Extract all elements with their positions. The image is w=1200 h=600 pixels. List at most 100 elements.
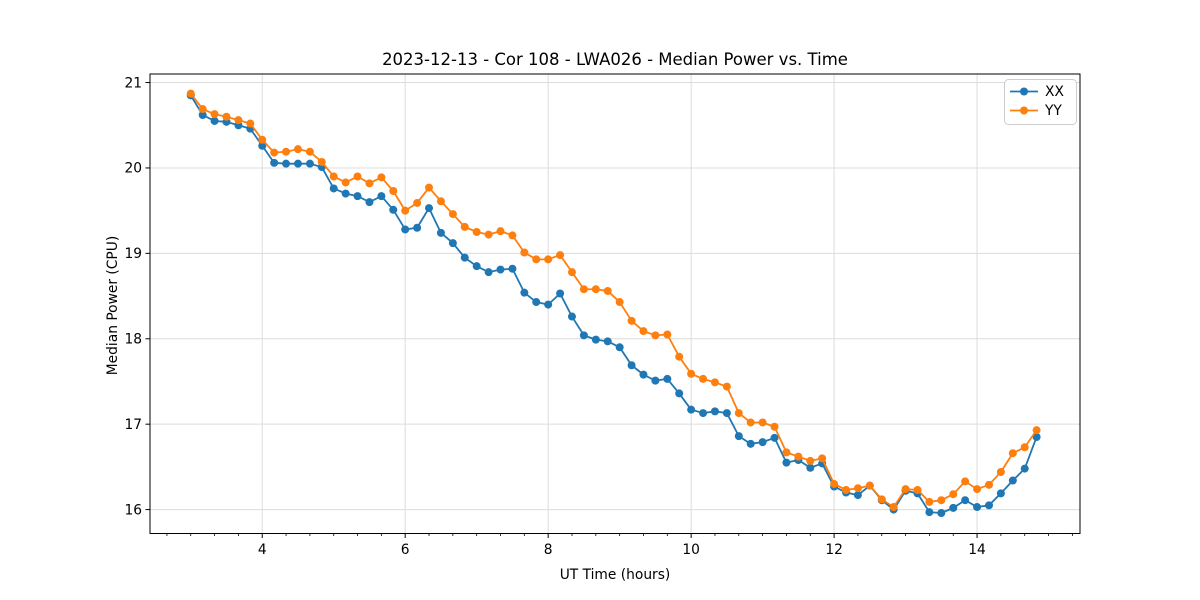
data-point-xx <box>329 184 338 193</box>
data-point-xx <box>1008 476 1017 485</box>
x-tick-label: 6 <box>401 542 410 558</box>
data-point-xx <box>365 198 374 207</box>
data-point-yy <box>270 148 279 157</box>
data-point-yy <box>675 352 684 361</box>
data-point-yy <box>353 172 362 181</box>
data-point-yy <box>448 210 457 219</box>
data-point-yy <box>853 484 862 493</box>
data-point-xx <box>425 204 433 213</box>
data-point-yy <box>1008 449 1017 458</box>
data-point-yy <box>782 448 791 457</box>
data-point-xx <box>270 158 279 167</box>
data-point-xx <box>782 458 791 467</box>
data-point-xx <box>401 225 410 234</box>
data-point-yy <box>460 222 469 231</box>
data-point-xx <box>496 265 505 274</box>
data-point-yy <box>436 197 445 206</box>
data-point-xx <box>544 300 553 309</box>
data-point-xx <box>389 205 398 214</box>
data-point-xx <box>603 337 612 346</box>
data-point-xx <box>484 268 493 277</box>
data-point-yy <box>198 105 207 114</box>
data-point-yy <box>913 485 922 494</box>
data-point-yy <box>639 327 648 336</box>
data-point-yy <box>401 206 410 215</box>
data-point-xx <box>460 253 469 262</box>
data-point-xx <box>770 433 779 442</box>
data-point-xx <box>949 503 958 512</box>
data-point-xx <box>651 376 660 385</box>
data-point-yy <box>222 112 231 121</box>
data-point-yy <box>210 110 219 119</box>
data-point-yy <box>830 479 839 488</box>
data-point-yy <box>246 119 255 128</box>
data-point-xx <box>353 192 362 201</box>
data-point-yy <box>186 89 195 98</box>
data-point-xx <box>699 409 708 418</box>
y-tick-label: 18 <box>124 332 142 348</box>
y-tick-label: 19 <box>124 246 142 262</box>
data-point-xx <box>996 489 1005 498</box>
data-point-xx <box>413 223 422 232</box>
data-point-yy <box>425 183 433 192</box>
data-point-yy <box>293 145 302 154</box>
data-point-yy <box>925 497 934 506</box>
axes-spines <box>149 73 1081 534</box>
data-point-xx <box>472 262 481 271</box>
x-tick-label: 8 <box>544 542 553 558</box>
y-tick-label: 16 <box>124 502 142 518</box>
data-point-yy <box>532 255 541 264</box>
x-tick-label: 4 <box>258 542 267 558</box>
series-line-yy <box>190 93 1038 508</box>
data-point-yy <box>794 452 803 461</box>
data-point-xx <box>985 501 993 510</box>
data-point-xx <box>556 289 565 298</box>
data-point-xx <box>591 335 600 344</box>
data-point-yy <box>889 503 898 512</box>
data-point-yy <box>842 485 851 494</box>
grid-lines <box>150 74 1080 534</box>
data-point-xx <box>377 192 386 201</box>
data-point-yy <box>317 157 326 166</box>
data-point-yy <box>973 485 982 494</box>
data-series <box>186 89 1041 517</box>
data-point-yy <box>329 172 338 181</box>
data-point-xx <box>722 409 731 418</box>
y-tick-label: 21 <box>124 75 142 91</box>
data-point-xx <box>436 228 445 237</box>
data-point-xx <box>710 407 719 416</box>
data-point-yy <box>806 456 815 465</box>
data-point-xx <box>567 312 576 321</box>
data-point-yy <box>591 285 600 294</box>
data-point-yy <box>484 230 493 239</box>
data-point-xx <box>973 503 982 512</box>
data-point-xx <box>258 141 267 150</box>
data-point-yy <box>508 231 517 240</box>
data-point-yy <box>865 481 874 490</box>
data-point-yy <box>663 330 672 339</box>
data-point-yy <box>996 468 1005 477</box>
legend-box <box>1004 79 1077 125</box>
data-point-yy <box>579 285 588 294</box>
y-tick-label: 20 <box>124 161 142 177</box>
y-axis-label: Median Power (CPU) <box>105 236 121 376</box>
legend-yy-marker <box>1020 106 1028 115</box>
data-point-yy <box>282 147 291 156</box>
data-point-xx <box>746 439 755 448</box>
data-point-xx <box>925 508 934 517</box>
data-point-yy <box>722 382 731 391</box>
data-point-xx <box>639 370 648 379</box>
data-point-xx <box>508 264 517 273</box>
data-point-yy <box>818 454 827 463</box>
data-point-yy <box>544 255 553 264</box>
data-point-yy <box>687 369 696 378</box>
data-point-yy <box>901 485 910 494</box>
data-point-xx <box>210 116 219 125</box>
data-point-yy <box>710 378 719 387</box>
data-point-xx <box>663 374 672 383</box>
data-point-xx <box>1032 432 1041 441</box>
data-point-yy <box>877 495 886 504</box>
data-point-xx <box>758 438 767 447</box>
plot-border <box>149 73 1081 534</box>
data-point-yy <box>1020 443 1029 452</box>
